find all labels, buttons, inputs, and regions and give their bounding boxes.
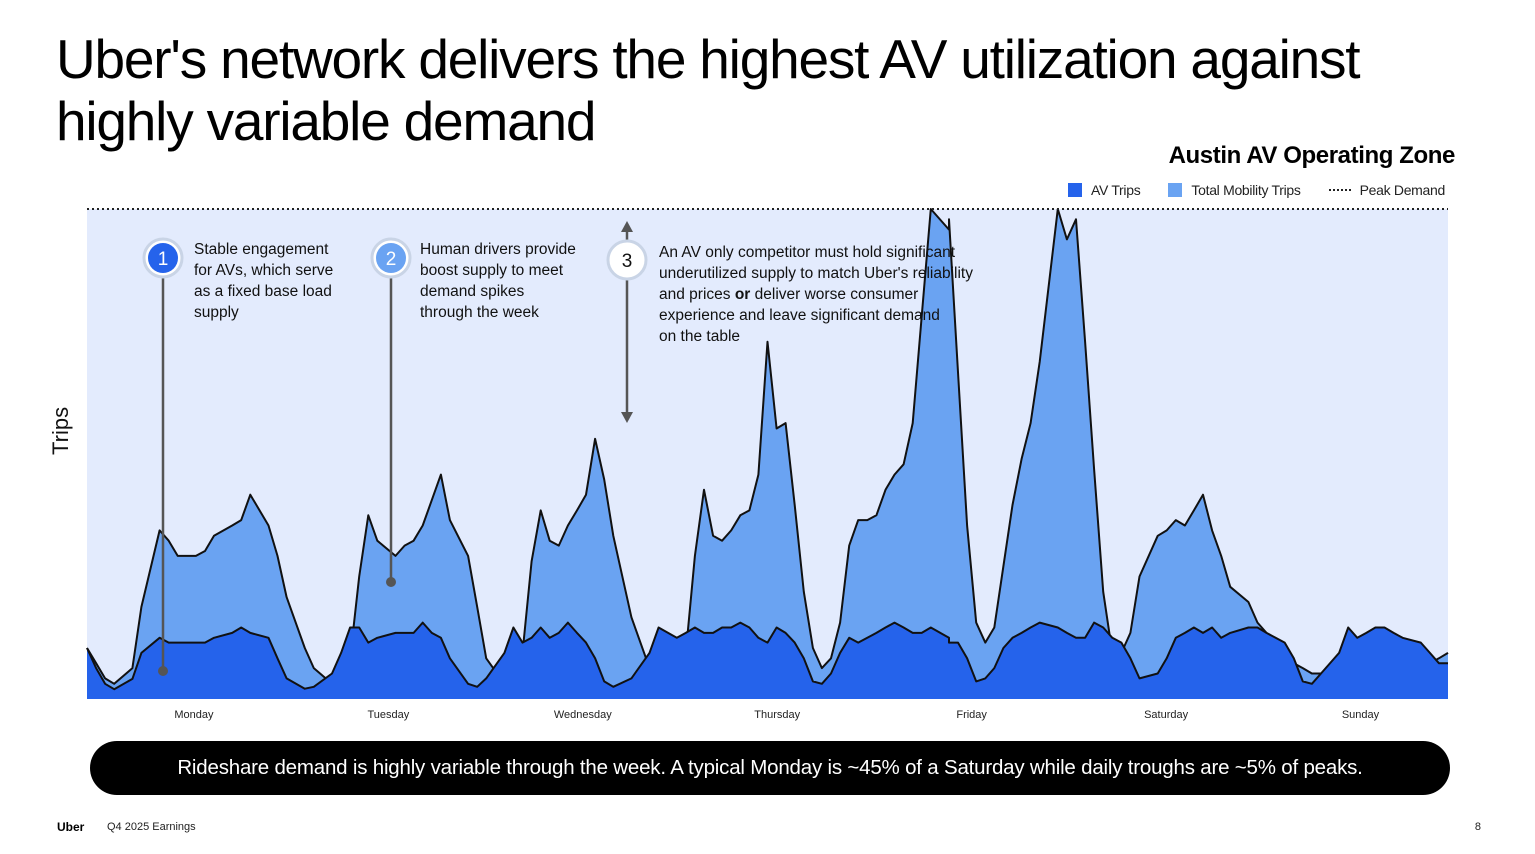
legend-swatch-total-mobility	[1168, 183, 1183, 197]
x-tick-label-tuesday: Tuesday	[367, 709, 409, 721]
chart-legend: AV Trips Total Mobility Trips Peak Deman…	[1067, 182, 1446, 198]
annotation-1-line: for AVs, which serve	[194, 262, 333, 279]
annotation-anchor-dot	[386, 577, 396, 587]
x-tick-label-friday: Friday	[956, 709, 987, 721]
x-tick-label-monday: Monday	[174, 709, 214, 721]
annotation-3-line: An AV only competitor must hold signific…	[659, 244, 956, 261]
annotation-2-line: through the week	[420, 304, 539, 321]
arrow-up-icon	[621, 221, 633, 232]
total-mobility-area	[87, 209, 1448, 699]
annotation-2-line: Human drivers provide	[420, 241, 576, 258]
x-tick-label-wednesday: Wednesday	[554, 709, 612, 721]
uber-logo: Uber	[57, 820, 85, 834]
marker-number: 3	[622, 251, 633, 272]
legend-label-total-mobility: Total Mobility Trips	[1191, 182, 1301, 198]
av-trips-line	[86, 621, 1448, 691]
annotation-3-line: experience and leave significant demand	[659, 307, 940, 324]
legend-label-peak-demand: Peak Demand	[1359, 182, 1446, 198]
marker-number: 1	[158, 249, 169, 270]
marker-1	[148, 243, 178, 273]
annotation-2-line: demand spikes	[420, 283, 525, 300]
legend-swatch-av-trips	[1067, 183, 1082, 197]
legend-label-av-trips: AV Trips	[1090, 182, 1141, 198]
footer-text: Q4 2025 Earnings	[107, 821, 196, 833]
marker-3	[612, 245, 642, 275]
x-tick-label-sunday: Sunday	[1342, 709, 1380, 721]
x-tick-label-thursday: Thursday	[754, 709, 800, 721]
annotation-3-line: and prices or deliver worse consumer	[659, 286, 918, 303]
annotation-1-line: as a fixed base load	[194, 283, 332, 300]
trips-area-chart: Monday Tuesday Wednesday Thursday Friday Satu…	[86, 208, 1449, 721]
annotation-anchor-dot	[158, 666, 168, 676]
legend-item-peak-demand: Peak Demand	[1328, 182, 1446, 198]
chart-title: Austin AV Operating Zone	[1168, 142, 1456, 169]
legend-item-av-trips: AV Trips	[1067, 182, 1141, 198]
annotation-3-line: on the table	[659, 328, 740, 345]
arrow-down-icon	[621, 412, 633, 423]
av-trips-area	[87, 622, 1448, 699]
slide-title: Uber's network delivers the highest AV u…	[56, 28, 1361, 152]
legend-item-total-mobility: Total Mobility Trips	[1168, 182, 1301, 198]
annotation-3-line: underutilized supply to match Uber's rel…	[659, 265, 973, 282]
annotation-1-line: Stable engagement	[194, 241, 329, 258]
marker-number: 2	[386, 249, 397, 270]
x-tick-label-saturday: Saturday	[1144, 709, 1189, 721]
annotation-1-line: supply	[194, 304, 239, 321]
legend-swatch-peak-demand	[1328, 189, 1351, 191]
page-number: 8	[1474, 821, 1481, 833]
annotation-2-line: boost supply to meet	[420, 262, 564, 279]
marker-2	[376, 243, 406, 273]
summary-banner: Rideshare demand is highly variable thro…	[90, 741, 1450, 795]
